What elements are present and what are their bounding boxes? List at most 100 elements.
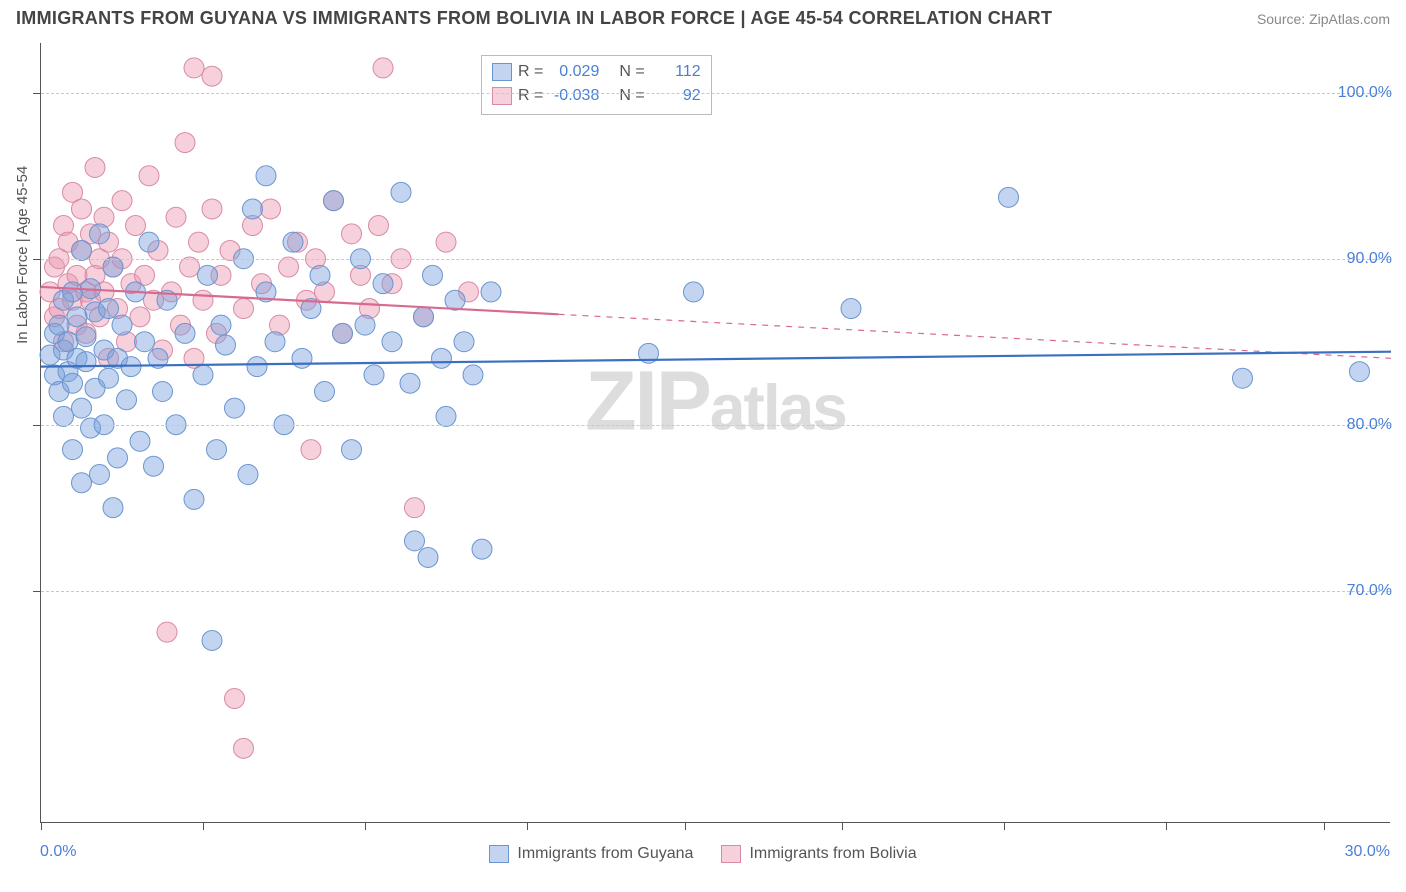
chart-header: IMMIGRANTS FROM GUYANA VS IMMIGRANTS FRO… (0, 0, 1406, 33)
data-point (184, 58, 204, 78)
data-point (130, 431, 150, 451)
r-label: R = (518, 87, 543, 105)
data-point (342, 440, 362, 460)
stat-row-bolivia: R = -0.038 N = 92 (492, 84, 701, 108)
data-point (261, 199, 281, 219)
y-tick (33, 93, 41, 94)
n-label: N = (619, 63, 644, 81)
data-point (301, 440, 321, 460)
y-tick (33, 425, 41, 426)
data-point (684, 282, 704, 302)
data-point (130, 307, 150, 327)
scatter-svg (41, 43, 1390, 822)
source-attribution: Source: ZipAtlas.com (1257, 11, 1390, 27)
data-point (418, 547, 438, 567)
data-point (400, 373, 420, 393)
data-point (103, 257, 123, 277)
x-tick (203, 822, 204, 830)
data-point (180, 257, 200, 277)
y-tick-label: 70.0% (1347, 582, 1392, 600)
data-point (369, 216, 389, 236)
y-tick-label: 90.0% (1347, 250, 1392, 268)
legend-label: Immigrants from Guyana (517, 845, 693, 863)
data-point (193, 365, 213, 385)
data-point (63, 373, 83, 393)
x-tick (41, 822, 42, 830)
data-point (225, 689, 245, 709)
data-point (355, 315, 375, 335)
data-point (472, 539, 492, 559)
x-tick (1324, 822, 1325, 830)
data-point (364, 365, 384, 385)
data-point (166, 207, 186, 227)
data-point (72, 199, 92, 219)
n-value: 92 (651, 87, 701, 105)
x-tick (1004, 822, 1005, 830)
data-point (126, 216, 146, 236)
data-point (342, 224, 362, 244)
data-point (72, 240, 92, 260)
data-point (72, 398, 92, 418)
data-point (216, 335, 236, 355)
gridline (41, 425, 1390, 426)
data-point (256, 166, 276, 186)
data-point (999, 187, 1019, 207)
regression-line (41, 352, 1391, 367)
legend-item-guyana: Immigrants from Guyana (489, 845, 693, 863)
data-point (139, 232, 159, 252)
chart-container: In Labor Force | Age 45-54 ZIPatlas R = … (0, 33, 1406, 865)
x-tick (842, 822, 843, 830)
data-point (432, 348, 452, 368)
regression-line-dashed (559, 314, 1392, 358)
swatch-pink-icon (492, 87, 512, 105)
data-point (175, 323, 195, 343)
data-point (243, 199, 263, 219)
legend-item-bolivia: Immigrants from Bolivia (721, 845, 916, 863)
data-point (373, 58, 393, 78)
x-tick (1166, 822, 1167, 830)
data-point (112, 191, 132, 211)
data-point (135, 332, 155, 352)
swatch-blue-icon (492, 63, 512, 81)
data-point (108, 448, 128, 468)
data-point (373, 274, 393, 294)
data-point (157, 622, 177, 642)
data-point (247, 357, 267, 377)
data-point (481, 282, 501, 302)
data-point (202, 630, 222, 650)
data-point (76, 352, 96, 372)
y-tick (33, 259, 41, 260)
plot-area: ZIPatlas R = 0.029 N = 112 R = -0.038 N … (40, 43, 1390, 823)
r-label: R = (518, 63, 543, 81)
n-value: 112 (651, 63, 701, 81)
data-point (198, 265, 218, 285)
data-point (405, 531, 425, 551)
data-point (207, 440, 227, 460)
data-point (202, 199, 222, 219)
gridline (41, 259, 1390, 260)
data-point (103, 498, 123, 518)
data-point (90, 224, 110, 244)
n-label: N = (619, 87, 644, 105)
data-point (63, 282, 83, 302)
data-point (283, 232, 303, 252)
swatch-blue-icon (489, 845, 509, 863)
data-point (234, 299, 254, 319)
data-point (445, 290, 465, 310)
data-point (225, 398, 245, 418)
y-axis-label: In Labor Force | Age 45-54 (14, 166, 31, 344)
data-point (279, 257, 299, 277)
data-point (67, 307, 87, 327)
data-point (238, 464, 258, 484)
data-point (234, 738, 254, 758)
data-point (324, 191, 344, 211)
x-tick (685, 822, 686, 830)
data-point (202, 66, 222, 86)
data-point (333, 323, 353, 343)
r-value: -0.038 (549, 87, 599, 105)
data-point (1233, 368, 1253, 388)
data-point (292, 348, 312, 368)
data-point (144, 456, 164, 476)
y-tick-label: 80.0% (1347, 416, 1392, 434)
data-point (1350, 362, 1370, 382)
